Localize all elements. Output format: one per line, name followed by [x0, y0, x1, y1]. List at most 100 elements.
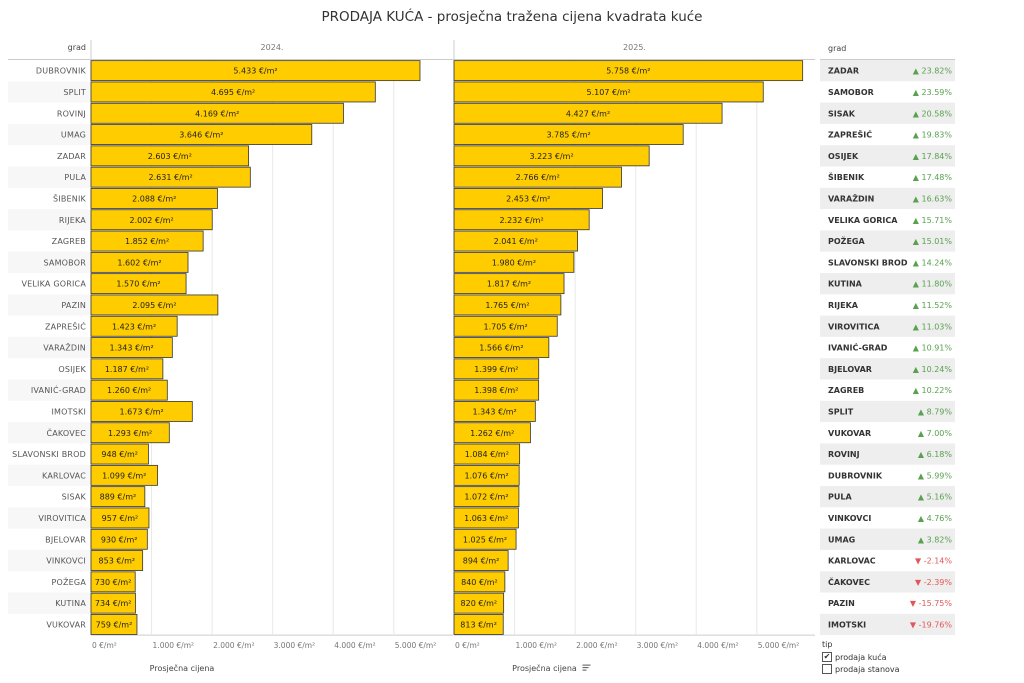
bar-value-label: 1.025 €/m² — [463, 535, 507, 544]
bar-value-label: 1.852 €/m² — [125, 237, 169, 246]
city-label: ROVINJ — [57, 109, 86, 118]
bar — [453, 337, 550, 358]
checkbox-unchecked-icon[interactable] — [822, 664, 832, 674]
checkbox-checked-icon[interactable]: ✔ — [822, 652, 832, 662]
bar — [90, 124, 313, 145]
city-label: KARLOVAC — [42, 471, 86, 480]
legend-item-prodaja-stanova[interactable]: prodaja stanova — [822, 663, 900, 675]
rank-city-label: SPLIT — [828, 407, 854, 416]
city-label: ČAKOVEC — [46, 427, 86, 438]
rank-change-value: ▲ 10.22% — [913, 386, 953, 395]
bar-value-label: 1.099 €/m² — [102, 471, 146, 480]
city-row-band — [8, 507, 91, 529]
bar — [90, 145, 250, 167]
rank-city-label: ČAKOVEC — [828, 576, 870, 587]
bar-value-label: 730 €/m² — [95, 578, 132, 587]
bar-value-label: 930 €/m² — [101, 535, 138, 544]
bar — [453, 145, 650, 167]
bar-value-label: 1.072 €/m² — [464, 493, 508, 502]
city-label: ZAPREŠIĆ — [45, 320, 86, 331]
bar-value-label: 1.705 €/m² — [484, 322, 528, 331]
bar-value-label: 1.293 €/m² — [108, 429, 152, 438]
city-labels: DUBROVNIK SPLIT ROVINJ UMAG ZADAR PULA ŠIBENIK… — [8, 67, 91, 629]
bar-value-label: 2.232 €/m² — [499, 216, 543, 225]
bar-value-label: 2.041 €/m² — [494, 237, 538, 246]
rank-city-header: grad — [828, 44, 846, 53]
bar — [90, 550, 144, 571]
bar-value-label: 5.107 €/m² — [587, 88, 631, 97]
bar — [453, 358, 540, 380]
bar-value-label: 1.187 €/m² — [105, 365, 149, 374]
rank-row-band — [820, 273, 955, 295]
x-axis-title: Prosječna cijena — [150, 663, 215, 673]
sort-icon — [582, 664, 591, 671]
bar — [90, 464, 158, 486]
tick-label: 3.000 €/m² — [637, 641, 678, 650]
city-row-band — [8, 592, 91, 614]
bar-value-label: 1.262 €/m² — [470, 429, 514, 438]
bar — [453, 230, 578, 252]
bar — [90, 358, 164, 380]
bar — [453, 550, 509, 571]
bar-value-label: 4.169 €/m² — [195, 109, 239, 118]
bar — [453, 507, 519, 529]
rank-city-label: UMAG — [828, 535, 855, 544]
rank-change-value: ▲ 17.48% — [913, 173, 953, 182]
bar — [90, 251, 189, 273]
city-label: BJELOVAR — [45, 535, 86, 544]
rank-city-label: PULA — [828, 493, 852, 502]
legend-title: tip — [822, 640, 833, 649]
tick-label: 1.000 €/m² — [516, 641, 557, 650]
bar — [90, 230, 204, 252]
change-ranking-table: grad ZADAR ▲ 23.82% SAMOBOR ▲ 23.59% SISAK ▲ 2… — [820, 44, 955, 636]
city-label: VARAŽDIN — [43, 342, 86, 353]
legend-item-label: prodaja kuća — [835, 652, 887, 662]
city-label: RIJEKA — [59, 216, 86, 225]
city-label: ZAGREB — [52, 237, 86, 246]
bar — [90, 294, 219, 316]
bar-value-label: 2.088 €/m² — [132, 194, 176, 203]
bar — [453, 102, 723, 124]
rank-city-label: BJELOVAR — [828, 365, 872, 374]
bar-value-label: 2.766 €/m² — [516, 173, 560, 182]
bar-value-label: 1.423 €/m² — [112, 322, 156, 331]
bar — [453, 464, 520, 486]
bar — [453, 379, 540, 401]
rank-change-value: ▲ 10.24% — [913, 365, 953, 374]
rank-change-value: ▲ 17.84% — [913, 152, 953, 161]
rank-row-band — [820, 315, 955, 337]
rank-row-band — [820, 187, 955, 210]
rank-row-band — [820, 358, 955, 380]
bar — [453, 443, 521, 465]
bar-value-label: 1.566 €/m² — [479, 344, 523, 353]
rank-city-label: KARLOVAC — [828, 557, 876, 566]
bar-value-label: 813 €/m² — [460, 620, 497, 629]
rank-change-value: ▼ -15.75% — [910, 599, 952, 608]
rank-city-label: IVANIĆ-GRAD — [828, 342, 888, 353]
panel-title: 2024. — [261, 43, 284, 52]
city-label: SLAVONSKI BROD — [12, 450, 86, 459]
city-row-band — [8, 379, 91, 401]
bar-value-label: 1.570 €/m² — [116, 280, 160, 289]
rank-change-value: ▲ 23.82% — [913, 67, 953, 76]
rank-change-value: ▲ 11.52% — [913, 301, 953, 310]
rank-change-value: ▲ 11.03% — [913, 322, 953, 331]
rank-change-value: ▲ 6.18% — [918, 450, 953, 459]
city-label: VELIKA GORICA — [21, 280, 86, 289]
bar — [453, 315, 558, 337]
bar — [90, 422, 170, 444]
legend-item-prodaja-kuca[interactable]: ✔ prodaja kuća — [822, 651, 900, 663]
city-label: PAZIN — [61, 301, 86, 310]
rank-change-value: ▲ 10.91% — [913, 344, 953, 353]
city-row-band — [8, 336, 91, 359]
bar-value-label: 1.063 €/m² — [464, 514, 508, 523]
rank-row-band — [820, 613, 955, 636]
city-label: SPLIT — [63, 88, 86, 97]
rank-city-label: SLAVONSKI BROD — [828, 258, 908, 267]
bar-value-label: 4.695 €/m² — [211, 88, 255, 97]
bar-value-label: 2.002 €/m² — [129, 216, 173, 225]
bars-2025: 5.758 €/m² 5.107 €/m² 4.427 €/m² 3.785 €/m²… — [453, 60, 804, 635]
rank-change-value: ▲ 20.58% — [913, 109, 953, 118]
city-label: SAMOBOR — [43, 258, 86, 267]
bar-value-label: 2.631 €/m² — [149, 173, 193, 182]
